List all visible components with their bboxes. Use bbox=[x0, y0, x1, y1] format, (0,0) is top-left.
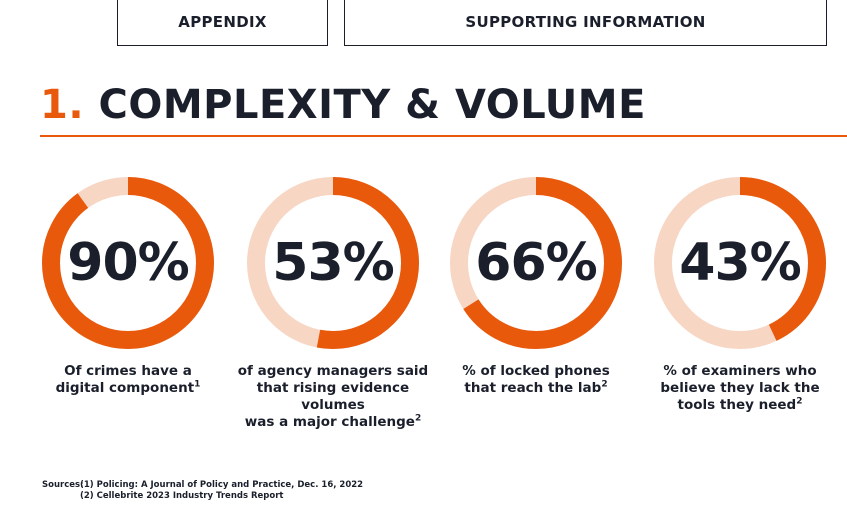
footnote-marker: 2 bbox=[796, 396, 803, 407]
source-item: (2) Cellebrite 2023 Industry Trends Repo… bbox=[80, 491, 284, 501]
section-number: 1. bbox=[40, 82, 85, 128]
caption-line: believe they lack the bbox=[660, 380, 820, 396]
ring-progress-arc bbox=[42, 177, 214, 349]
ring-svg bbox=[42, 177, 214, 349]
heading-divider bbox=[40, 135, 847, 137]
progress-ring bbox=[650, 173, 830, 353]
section-heading: 1. COMPLEXITY & VOLUME bbox=[40, 82, 646, 128]
footnote-marker: 2 bbox=[414, 413, 422, 424]
footnote-marker: 2 bbox=[601, 379, 608, 390]
stat-caption: % of examiners who believe they lack the t… bbox=[630, 363, 847, 414]
tab-supporting-information[interactable]: SUPPORTING INFORMATION bbox=[344, 0, 827, 46]
footnote-marker: 1 bbox=[194, 379, 201, 390]
ring-progress-arc bbox=[450, 177, 622, 349]
caption-line: tools they need bbox=[677, 397, 797, 413]
stat-percentage: 53% bbox=[272, 233, 394, 293]
caption-line: of agency managers said bbox=[237, 363, 429, 379]
stat-percentage: 66% bbox=[475, 233, 597, 293]
stat-caption: Of crimes have a digital component1 bbox=[18, 363, 238, 397]
source-item: (1) Policing: A Journal of Policy and Pr… bbox=[80, 480, 364, 490]
progress-ring bbox=[446, 173, 626, 353]
ring-svg bbox=[654, 177, 826, 349]
caption-line: was a major challenge bbox=[244, 414, 415, 430]
stat-percentage: 43% bbox=[679, 233, 801, 293]
ring-svg bbox=[247, 177, 419, 349]
stat-caption: % of locked phones that reach the lab2 bbox=[426, 363, 646, 397]
caption-line: % of examiners who bbox=[663, 363, 817, 379]
progress-ring bbox=[38, 173, 218, 353]
sources-label: Sources: bbox=[42, 480, 84, 490]
caption-line: that rising evidence volumes bbox=[256, 380, 410, 413]
caption-line: digital component bbox=[55, 380, 195, 396]
caption-line: Of crimes have a bbox=[64, 363, 192, 379]
ring-progress-arc bbox=[247, 177, 419, 349]
stat-caption: of agency managers said that rising evide… bbox=[223, 363, 443, 431]
stat-percentage: 90% bbox=[67, 233, 189, 293]
caption-line: % of locked phones bbox=[462, 363, 610, 379]
progress-ring bbox=[243, 173, 423, 353]
sources-footnote: Sources:(1) Policing: A Journal of Polic… bbox=[42, 480, 363, 502]
section-title: COMPLEXITY & VOLUME bbox=[98, 82, 646, 128]
tab-appendix[interactable]: APPENDIX bbox=[117, 0, 328, 46]
ring-progress-arc bbox=[654, 177, 826, 349]
caption-line: that reach the lab bbox=[464, 380, 602, 396]
ring-svg bbox=[450, 177, 622, 349]
